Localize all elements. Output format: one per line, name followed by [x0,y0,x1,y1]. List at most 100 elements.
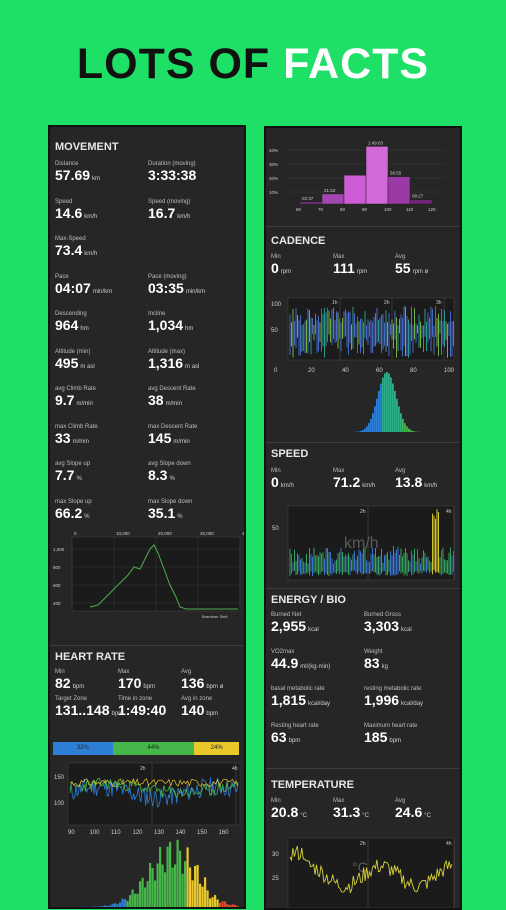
stat-unit: % [84,514,89,520]
hr-histogram-bar [229,905,231,907]
hr-histogram-bar [157,863,159,907]
time-label: 4h [232,766,238,772]
cadence-histogram-bar [368,423,370,432]
hr-histogram-bar [134,894,136,907]
stat-value: 35.1 [148,505,175,521]
energy-title: ENERGY / BIO [271,594,346,606]
speed-title: SPEED [271,448,308,460]
cadence-histogram-bar [376,399,378,432]
temperature-title: TEMPERATURE [271,779,354,791]
headline: LOTS OF FACTS [0,40,506,89]
stat-value: 7.7 [55,467,74,483]
cadence-histogram-bar [408,429,410,432]
time-label: 2h [384,300,390,306]
y-tick-label: 600 [53,583,61,588]
x-tick-label: 100 [90,830,101,836]
y-tick-label: 40% [269,148,278,153]
hr-histogram-bar [237,906,239,907]
cadence-title: CADENCE [271,235,325,247]
stat-value: 2,955 [271,618,306,634]
stat-value: 24.6 [395,804,422,820]
stat-unit: kcal/day [308,701,330,707]
x-tick-label: 90 [362,207,368,212]
hr-histogram-bar [182,874,184,907]
cadence-histogram-bar [390,377,392,432]
x-tick-label: 10,000 [116,531,130,536]
x-tick-label: 120 [428,207,436,212]
x-tick-label: 160 [219,830,230,836]
stat-unit: rpm [357,269,367,275]
cadence-histogram-bar [392,384,394,432]
hr-histogram-bar [184,861,186,907]
distribution-value: 09:27 [412,194,424,199]
hr-histogram-bar [169,842,171,907]
stat-value: 964 [55,317,78,333]
distribution-bar [388,177,410,204]
x-tick-label: 70 [318,207,324,212]
stat-value: 3:33:38 [148,167,196,183]
temperature-watermark: °C [352,859,368,875]
stat-unit: bpm [389,738,401,744]
x-tick-label: 80 [340,207,346,212]
stat-unit: km/h [281,483,294,489]
stat-unit: m/min [173,439,189,445]
stat-value: 495 [55,355,78,371]
hr-histogram-bar [197,865,199,907]
stat-unit: m asl [185,364,199,370]
cadence-histogram-bar [400,413,402,432]
stat-unit: kcal/day [401,701,423,707]
stat-unit: kcal [308,627,319,633]
x-tick-label: 120 [133,830,144,836]
hr-histogram-bar [147,881,149,907]
stat-unit: m/min [166,401,182,407]
divider [266,442,460,443]
hr-histogram-bar [227,904,229,907]
hr-histogram-bar [167,847,169,907]
hr-histogram-bar [199,884,201,907]
stat-unit: hm [80,326,88,332]
zone-distribution-chart[interactable]: 40%30%20%10%02:3721:531:49:0356:5509:276… [266,132,460,212]
x-tick-label: 130 [154,830,165,836]
hr-histogram-bar [232,904,234,907]
hr-histogram-bar [159,847,161,907]
stat-unit: bpm ø [206,684,223,690]
time-label: 4h [446,509,452,515]
time-label: 2h [140,766,146,772]
hr-histogram-bar [119,902,121,907]
stat-unit: % [76,476,81,482]
distribution-bar [300,202,322,204]
elevation-chart[interactable]: 010,00020,00030,00040,0001,000800600400B… [50,529,244,619]
x-tick-label: 110 [111,830,121,836]
hr-histogram-bar [194,866,196,907]
time-label: 4h [446,841,452,847]
y-tick-label: 150 [54,775,65,781]
hr-histogram-bar [202,887,204,907]
hr-histogram-bar [214,895,216,907]
stat-value: 145 [148,430,171,446]
time-label: 2h [360,841,366,847]
cadence-histogram-bar [372,413,374,432]
hr-histogram-bar [154,881,156,907]
hr-histogram-bar [112,904,114,907]
hr-histogram-bar [192,880,194,907]
stat-unit: °C [424,813,431,819]
